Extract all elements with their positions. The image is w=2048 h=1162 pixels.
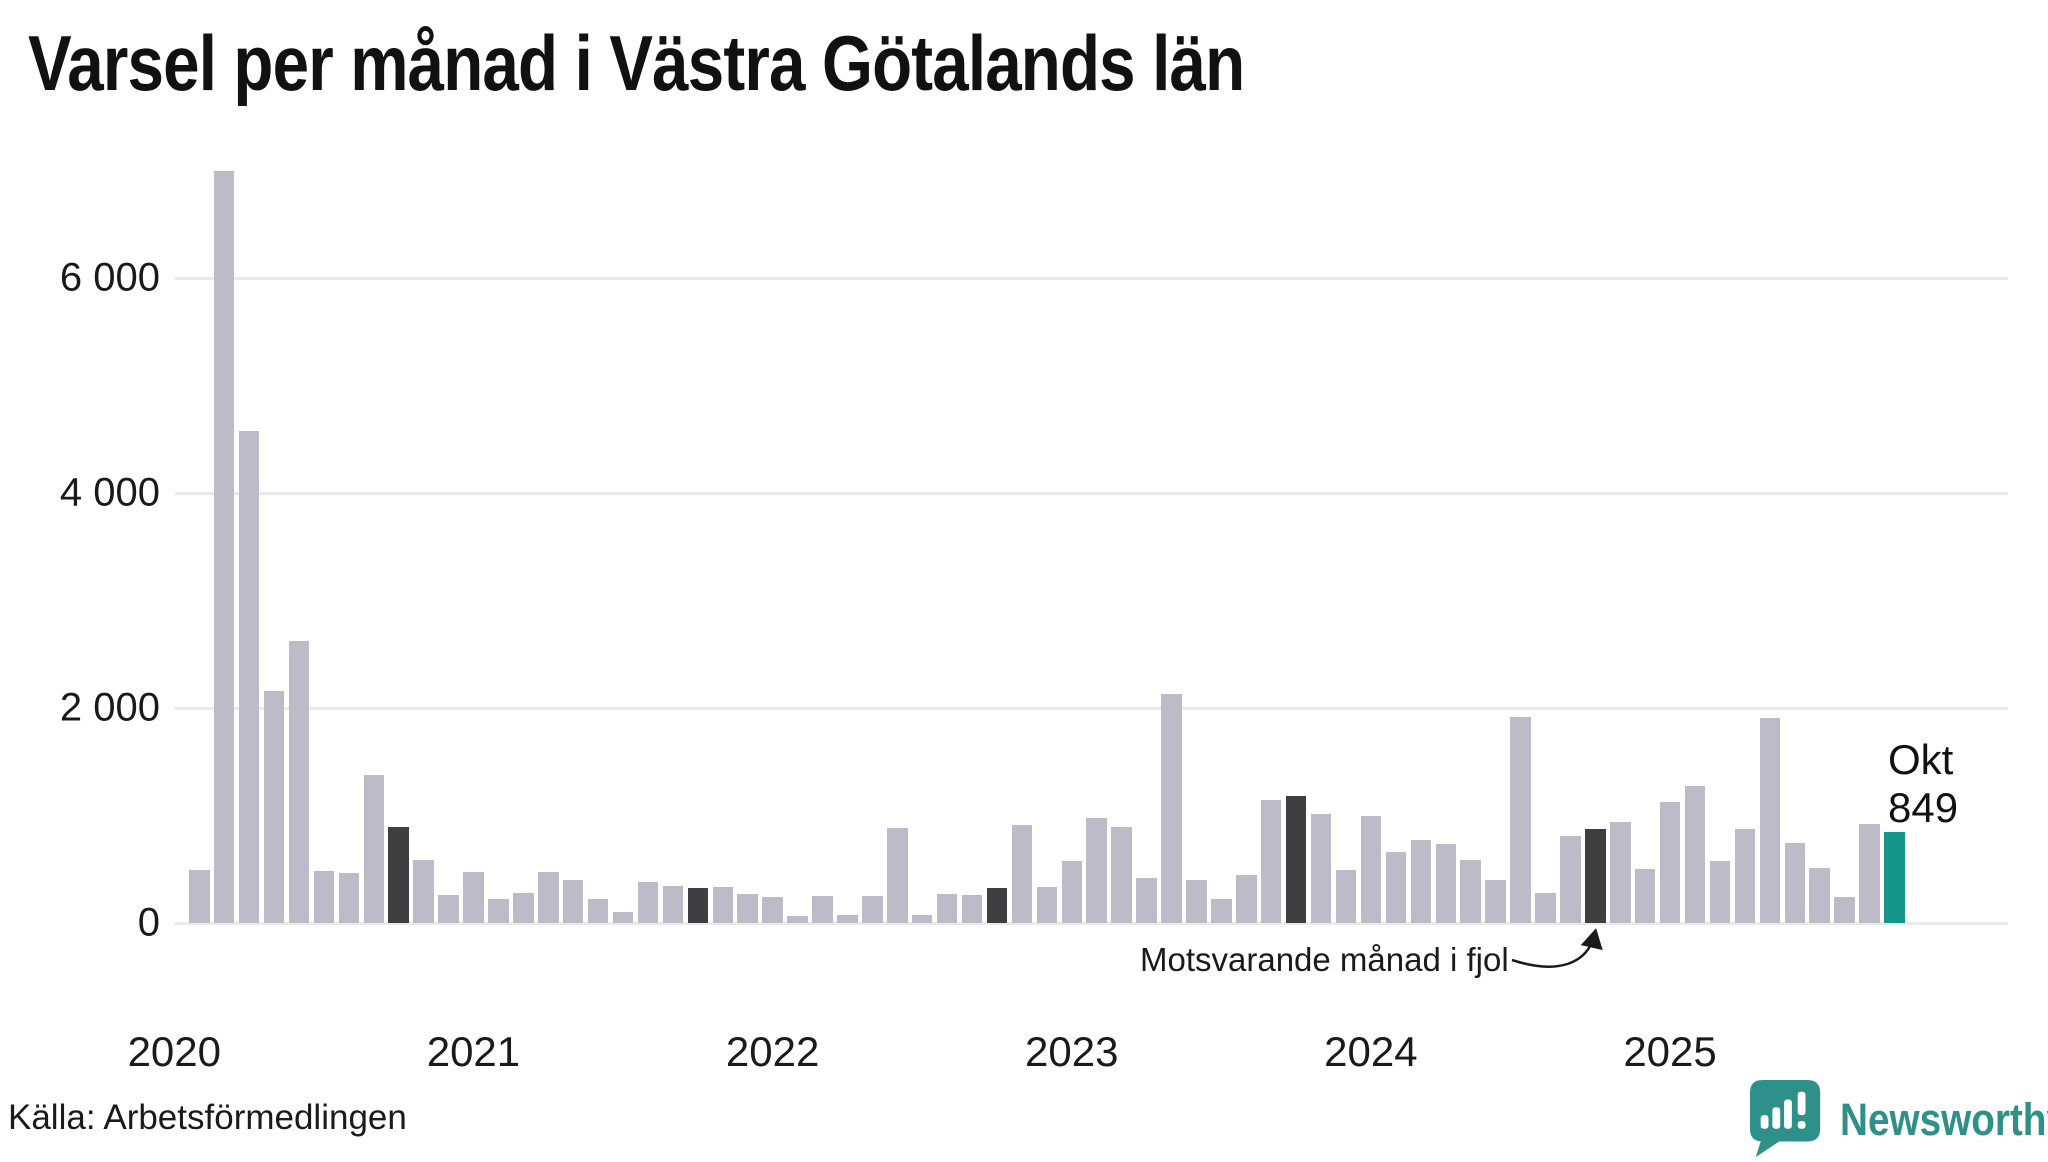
- bar-2021-01: [463, 871, 484, 923]
- bar-2024-11: [1610, 821, 1631, 923]
- bar-2020-08: [338, 873, 360, 923]
- bar-2024-01: [1360, 816, 1382, 923]
- bar-2022-01: [762, 897, 783, 923]
- y-axis-tick-4000: 4 000: [59, 470, 160, 515]
- bar-2025-06: [1784, 842, 1806, 923]
- current-month-label: Okt 849: [1888, 736, 1958, 832]
- x-axis-year-2021: 2021: [426, 1028, 521, 1075]
- annotation-label: Motsvarande månad i fjol: [1140, 941, 1509, 978]
- source-label: Källa: Arbetsförmedlingen: [8, 1098, 407, 1137]
- logo-exclamation-dot: [1797, 1120, 1806, 1129]
- bar-2024-06: [1485, 880, 1506, 923]
- bar-2020-04: [238, 430, 260, 923]
- bar-2022-03: [812, 896, 833, 923]
- bar-2020-06: [288, 641, 310, 923]
- bar-2022-07: [911, 914, 933, 923]
- bar-2020-02: [189, 870, 210, 923]
- newsworthy-logo-text: Newsworthy: [1840, 1094, 2048, 1145]
- bar-2024-10-last-year: [1585, 828, 1606, 923]
- y-axis-tick-2000: 2 000: [59, 685, 160, 730]
- logo-bar-large: [1784, 1099, 1792, 1129]
- bar-2022-10-last-year: [986, 888, 1008, 923]
- bar-2023-04: [1136, 877, 1157, 923]
- bar-2022-08: [936, 893, 958, 923]
- bar-2023-09: [1260, 800, 1282, 923]
- bar-2021-07: [612, 912, 634, 923]
- bar-2022-12: [1036, 886, 1058, 923]
- page-title: Varsel per månad i Västra Götalands län: [28, 19, 1245, 107]
- bar-2025-03: [1709, 861, 1731, 923]
- gridline-2000: [175, 706, 2008, 710]
- bar-2023-07: [1211, 898, 1232, 923]
- bar-2022-04: [837, 914, 858, 923]
- bar-2021-06: [587, 899, 609, 923]
- bar-2021-02: [488, 898, 509, 923]
- bar-2021-08: [637, 882, 659, 923]
- bar-2025-05: [1759, 718, 1781, 923]
- bar-2022-02: [787, 916, 808, 923]
- bar-2023-02: [1086, 818, 1107, 923]
- bar-2025-07: [1809, 868, 1830, 923]
- bar-2025-10-current: [1884, 831, 1905, 923]
- logo-bar-medium: [1772, 1107, 1781, 1129]
- y-axis-tick-6000: 6 000: [59, 255, 160, 300]
- bar-2024-04: [1435, 843, 1456, 923]
- bar-2023-12: [1335, 869, 1357, 923]
- x-axis-year-2024: 2024: [1324, 1028, 1418, 1075]
- bar-2023-10-last-year: [1285, 796, 1307, 923]
- bar-2022-05: [862, 896, 883, 923]
- bar-2020-11: [413, 860, 434, 923]
- bar-2022-11: [1011, 825, 1033, 923]
- bar-2025-02: [1684, 785, 1706, 923]
- bar-2020-03: [213, 170, 235, 923]
- bar-2024-08: [1535, 892, 1556, 923]
- newsworthy-logo: Newsworthy: [1748, 1078, 2048, 1162]
- bar-2021-10-last-year: [687, 888, 709, 923]
- bar-2020-05: [263, 690, 285, 923]
- gridline-4000: [175, 491, 2008, 495]
- bar-2022-09: [961, 895, 983, 923]
- current-month-name: Okt: [1888, 736, 1954, 783]
- logo-bar-small: [1760, 1115, 1769, 1129]
- bar-2020-07: [313, 870, 335, 923]
- bar-2021-04: [538, 872, 559, 923]
- bar-2024-12: [1634, 869, 1656, 923]
- bar-2023-11: [1310, 813, 1332, 923]
- bar-2020-10-last-year: [388, 826, 409, 923]
- x-axis-year-2025: 2025: [1623, 1028, 1717, 1075]
- bar-2020-09: [363, 775, 384, 923]
- bar-2024-03: [1410, 840, 1432, 923]
- bar-2022-06: [887, 827, 908, 923]
- bar-2025-09: [1859, 824, 1880, 923]
- x-axis-year-2020: 2020: [127, 1028, 222, 1075]
- bar-2023-06: [1186, 880, 1207, 923]
- bar-2021-12: [737, 893, 758, 923]
- logo-exclamation-bar: [1797, 1091, 1806, 1116]
- bar-2023-05: [1161, 694, 1182, 923]
- bar-2020-12: [438, 895, 459, 923]
- bar-2025-04: [1734, 828, 1756, 923]
- bar-2021-05: [562, 880, 584, 923]
- bar-2025-01: [1659, 802, 1681, 923]
- bar-2021-11: [712, 886, 734, 923]
- current-month-value: 849: [1888, 784, 1959, 831]
- bar-2025-08: [1834, 897, 1855, 923]
- gridline-6000: [175, 276, 2008, 280]
- bar-2023-08: [1236, 875, 1257, 923]
- x-axis-year-2023: 2023: [1025, 1028, 1119, 1075]
- bar-2024-09: [1560, 835, 1581, 923]
- newsworthy-logo-icon: [1749, 1080, 1821, 1158]
- bar-2021-09: [662, 885, 684, 923]
- bar-2024-02: [1385, 852, 1407, 923]
- gridline-0: [175, 921, 2008, 925]
- bar-2024-05: [1460, 860, 1481, 923]
- bar-2024-07: [1510, 717, 1531, 923]
- bar-2023-03: [1111, 826, 1132, 923]
- x-axis-year-2022: 2022: [725, 1028, 820, 1075]
- bar-2023-01: [1061, 861, 1083, 923]
- y-axis-tick-0: 0: [137, 900, 160, 945]
- bar-2021-03: [513, 892, 534, 923]
